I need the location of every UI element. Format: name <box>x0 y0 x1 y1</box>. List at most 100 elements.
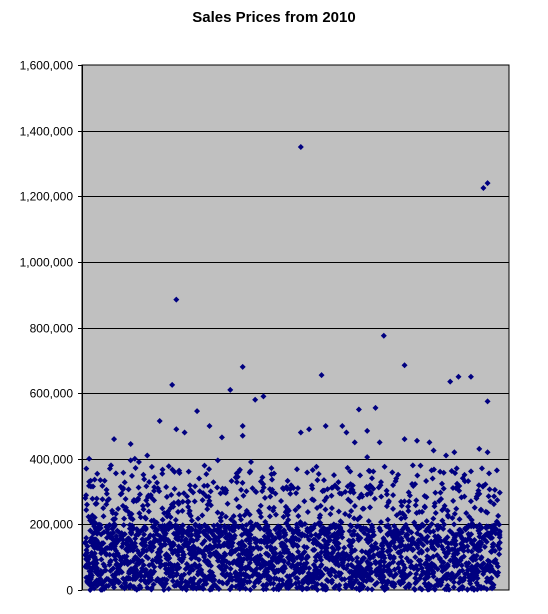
data-point <box>464 543 471 550</box>
data-point <box>252 539 259 546</box>
data-point <box>480 185 487 192</box>
data-point <box>126 582 133 589</box>
data-point <box>222 527 229 534</box>
data-point <box>272 490 279 497</box>
data-point <box>451 521 458 528</box>
data-point <box>294 485 301 492</box>
data-point <box>151 474 158 481</box>
data-point <box>154 479 161 486</box>
data-point <box>444 512 451 519</box>
data-point <box>142 515 149 522</box>
data-point <box>432 489 439 496</box>
data-point <box>117 491 124 498</box>
data-point <box>301 548 308 555</box>
data-point <box>238 538 245 545</box>
data-point <box>453 505 460 512</box>
data-point <box>459 585 466 592</box>
data-point <box>390 482 397 489</box>
data-point <box>445 550 452 557</box>
data-point <box>235 468 242 475</box>
data-point <box>491 493 498 500</box>
data-point <box>453 465 460 472</box>
data-point <box>468 521 475 528</box>
data-point <box>251 583 258 590</box>
data-point <box>378 493 385 500</box>
data-point <box>455 373 462 380</box>
data-point <box>265 565 272 572</box>
data-point <box>395 560 402 567</box>
data-point <box>83 492 90 499</box>
data-point <box>188 532 195 539</box>
data-point <box>169 381 176 388</box>
data-point <box>451 510 458 517</box>
data-point <box>458 555 465 562</box>
data-point <box>328 505 335 512</box>
data-point <box>327 511 334 518</box>
data-point <box>429 562 436 569</box>
data-point <box>175 543 182 550</box>
data-point <box>253 571 260 578</box>
data-point <box>206 422 213 429</box>
data-point <box>441 502 448 509</box>
data-point <box>347 468 354 475</box>
data-point <box>186 482 193 489</box>
data-point <box>401 362 408 369</box>
data-point <box>496 551 503 558</box>
data-point <box>304 573 311 580</box>
data-point <box>316 522 323 529</box>
data-point <box>138 527 145 534</box>
data-point <box>251 556 258 563</box>
data-point <box>135 484 142 491</box>
data-point <box>87 483 94 490</box>
data-point <box>443 564 450 571</box>
data-point <box>430 553 437 560</box>
data-point <box>214 457 221 464</box>
data-point <box>383 487 390 494</box>
data-point <box>360 505 367 512</box>
data-point <box>205 561 212 568</box>
data-point <box>268 465 275 472</box>
data-point <box>175 500 182 507</box>
data-point <box>354 523 361 530</box>
data-point <box>400 573 407 580</box>
data-point <box>194 571 201 578</box>
data-point <box>148 547 155 554</box>
data-point <box>339 556 346 563</box>
data-point <box>230 513 237 520</box>
data-point <box>387 547 394 554</box>
data-point <box>436 555 443 562</box>
data-point <box>191 544 198 551</box>
data-point <box>215 529 222 536</box>
data-point <box>379 548 386 555</box>
data-point <box>495 569 502 576</box>
data-point <box>297 429 304 436</box>
data-point <box>148 576 155 583</box>
data-point <box>464 586 471 593</box>
data-point <box>264 539 271 546</box>
data-point <box>488 523 495 530</box>
data-point <box>488 530 495 537</box>
data-point <box>329 577 336 584</box>
data-point <box>226 532 233 539</box>
data-point <box>337 518 344 525</box>
data-point <box>331 568 338 575</box>
data-point <box>86 455 93 462</box>
data-point <box>136 491 143 498</box>
data-point <box>390 573 397 580</box>
data-point <box>487 563 494 570</box>
data-point <box>112 510 119 517</box>
data-point <box>204 534 211 541</box>
data-point <box>252 396 259 403</box>
data-point <box>275 532 282 539</box>
data-point <box>224 500 231 507</box>
data-point <box>130 558 137 565</box>
data-points <box>82 144 503 593</box>
data-point <box>290 556 297 563</box>
data-point <box>484 398 491 405</box>
data-point <box>432 533 439 540</box>
data-point <box>486 486 493 493</box>
data-point <box>384 531 391 538</box>
data-point <box>190 575 197 582</box>
data-point <box>335 522 342 529</box>
data-point <box>214 484 221 491</box>
